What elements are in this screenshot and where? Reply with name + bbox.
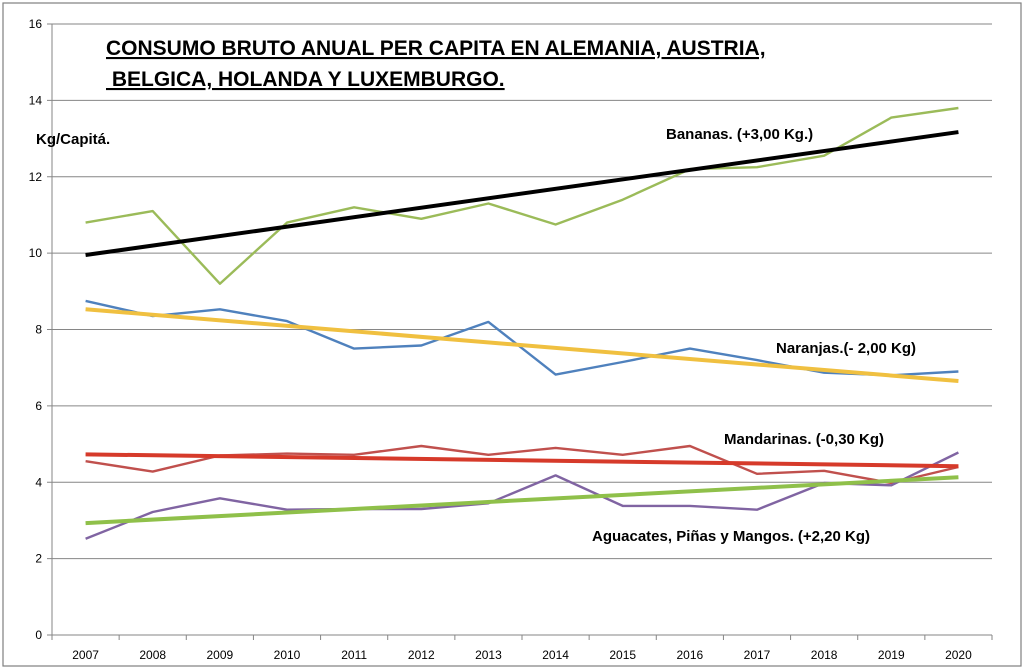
annotation-aguacates: Aguacates, Piñas y Mangos. (+2,20 Kg) — [592, 528, 870, 545]
x-tick-label: 2018 — [811, 648, 838, 662]
x-tick-label: 2007 — [72, 648, 99, 662]
chart-text: CONSUMO BRUTO ANUAL PER CAPITA EN ALEMAN… — [36, 37, 916, 545]
annotation-naranjas: Naranjas.(- 2,00 Kg) — [776, 340, 916, 357]
y-tick-label: 4 — [35, 475, 42, 489]
trendline-naranjas-trend — [85, 307, 959, 384]
series-line-bananas — [85, 106, 959, 285]
y-tick-label: 12 — [29, 170, 43, 184]
series-lines — [85, 106, 959, 540]
series-line-aguacates — [85, 451, 959, 540]
x-tick-label: 2010 — [274, 648, 301, 662]
y-tick-label: 16 — [29, 17, 43, 31]
x-tick-label: 2017 — [744, 648, 771, 662]
x-tick-label: 2016 — [677, 648, 704, 662]
x-tick-label: 2011 — [341, 648, 367, 662]
annotation-bananas: Bananas. (+3,00 Kg.) — [666, 126, 813, 143]
annotation-mandarinas: Mandarinas. (-0,30 Kg) — [724, 431, 884, 448]
x-tick-label: 2015 — [609, 648, 636, 662]
trendline-bananas-trend — [85, 130, 959, 258]
chart-title-line-2: BELGICA, HOLANDA Y LUXEMBURGO. — [106, 68, 505, 91]
x-tick-label: 2019 — [878, 648, 905, 662]
chart-title-line-1: CONSUMO BRUTO ANUAL PER CAPITA EN ALEMAN… — [106, 37, 766, 60]
x-tick-label: 2012 — [408, 648, 435, 662]
y-tick-label: 0 — [35, 628, 42, 642]
trendline-aguacates-trend — [85, 475, 959, 526]
x-tick-label: 2009 — [207, 648, 234, 662]
x-tick-label: 2020 — [945, 648, 972, 662]
x-tick-label: 2013 — [475, 648, 502, 662]
trend-lines — [85, 130, 959, 526]
y-tick-label: 14 — [29, 93, 43, 107]
trendline-mandarinas-trend — [85, 452, 959, 469]
y-tick-label: 6 — [35, 399, 42, 413]
x-tick-label: 2008 — [139, 648, 166, 662]
y-axis-label: Kg/Capitá. — [36, 131, 110, 148]
gridlines — [52, 23, 992, 560]
y-tick-label: 8 — [35, 323, 42, 337]
axes: 0 2 4 6 8 10 12 14 16 2007 2008 2009 2010 2011 2012 201… — [29, 17, 993, 662]
y-tick-label: 2 — [35, 552, 42, 566]
x-tick-label: 2014 — [542, 648, 569, 662]
y-tick-label: 10 — [29, 246, 43, 260]
